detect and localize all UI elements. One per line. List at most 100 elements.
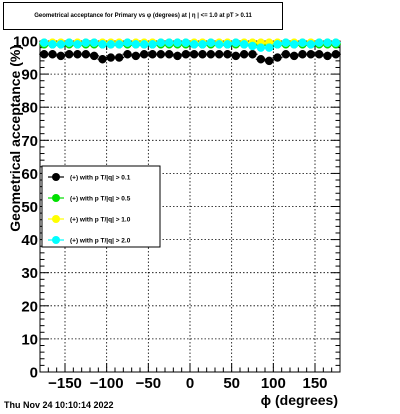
data-point (273, 53, 282, 62)
legend-label: (+) with p T/|q| > 0.5 (70, 196, 131, 203)
data-point (173, 51, 182, 61)
data-point (106, 40, 116, 49)
data-point (64, 38, 74, 47)
data-point (331, 49, 341, 59)
y-tick-label: 40 (21, 232, 38, 249)
data-point (39, 38, 49, 47)
data-point (264, 43, 274, 52)
x-tick-label: 50 (223, 375, 240, 392)
y-tick-label: 20 (21, 298, 38, 315)
data-point (131, 40, 141, 49)
data-points (39, 38, 341, 66)
y-axis-label: Geometrical acceptance (%) (7, 45, 23, 232)
data-point (114, 53, 124, 62)
x-tick-label: −150 (48, 375, 82, 392)
x-tick-label: 150 (302, 375, 327, 392)
data-point (206, 38, 216, 47)
data-point (323, 51, 332, 61)
y-tick-label: 30 (21, 265, 38, 282)
x-tick-label: −50 (136, 375, 161, 392)
data-point (181, 49, 191, 59)
data-point (289, 40, 299, 49)
data-point (48, 40, 57, 49)
data-point (81, 38, 91, 47)
data-point (156, 38, 166, 47)
data-point (89, 38, 99, 47)
series-4 (39, 38, 341, 52)
data-point (123, 49, 132, 59)
data-point (256, 54, 266, 64)
data-point (56, 40, 66, 49)
x-axis-label: ϕ (degrees) (261, 392, 338, 408)
legend-label: (+) with p T/|q| > 0.1 (70, 175, 131, 182)
data-point (306, 49, 316, 59)
data-point (223, 40, 232, 49)
data-point (64, 49, 74, 59)
legend-label: (+) with p T/|q| > 1.0 (70, 217, 131, 224)
x-tick-label: 100 (261, 375, 286, 392)
data-point (148, 49, 157, 59)
legend-box (41, 165, 161, 248)
data-point (148, 40, 157, 49)
data-point (281, 49, 291, 59)
data-point (73, 40, 82, 49)
data-point (314, 49, 324, 59)
data-point (214, 49, 224, 59)
data-point (73, 49, 82, 59)
legend-label: (+) with p T/|q| > 2.0 (70, 238, 131, 245)
y-tick-label: 100 (13, 34, 38, 51)
data-point (248, 49, 257, 59)
y-tick-label: 50 (21, 199, 38, 216)
data-point (89, 51, 99, 61)
data-point (131, 51, 141, 61)
data-point (248, 41, 257, 51)
data-point (298, 49, 307, 59)
y-tick-label: 0 (30, 365, 38, 382)
legend: (+) with p T/|q| > 0.1 (+) with p T/|q| >… (41, 165, 161, 248)
data-point (98, 40, 107, 49)
data-point (323, 38, 332, 47)
x-tick-label: −100 (90, 375, 124, 392)
data-point (256, 43, 266, 52)
data-point (239, 40, 249, 49)
legend-marker (52, 236, 60, 244)
data-point (173, 38, 182, 47)
data-point (298, 38, 307, 47)
data-point (164, 38, 174, 47)
data-point (314, 38, 324, 47)
legend-marker (52, 194, 60, 202)
data-point (231, 51, 241, 61)
chart-title-box: Geometrical acceptance for Primary vs φ … (3, 2, 283, 30)
data-point (214, 40, 224, 49)
tick-labels: 0 10 20 30 40 50 60 70 80 90 100 −150 −100 −50 0 50 100 1… (13, 34, 328, 393)
data-point (198, 49, 207, 59)
x-tick-label: 0 (186, 375, 194, 392)
data-point (56, 51, 66, 61)
data-point (39, 49, 49, 59)
y-tick-label: 10 (21, 331, 38, 348)
data-point (189, 40, 199, 49)
series-1 (39, 49, 341, 66)
y-tick-label: 90 (21, 67, 38, 84)
data-point (139, 40, 149, 49)
data-point (156, 49, 166, 59)
data-point (198, 40, 207, 49)
data-point (181, 38, 191, 47)
data-point (231, 38, 241, 47)
y-tick-label: 60 (21, 166, 38, 183)
y-tick-label: 80 (21, 100, 38, 117)
legend-marker (52, 173, 60, 181)
data-point (206, 49, 216, 59)
data-point (273, 40, 282, 49)
y-tick-label: 70 (21, 133, 38, 150)
data-point (48, 49, 57, 59)
data-point (331, 38, 341, 47)
data-point (289, 51, 299, 61)
data-point (239, 49, 249, 59)
data-point (106, 53, 116, 62)
data-point (81, 49, 91, 59)
data-point (114, 40, 124, 49)
chart-title: Geometrical acceptance for Primary vs φ … (34, 13, 252, 19)
data-point (306, 40, 316, 49)
